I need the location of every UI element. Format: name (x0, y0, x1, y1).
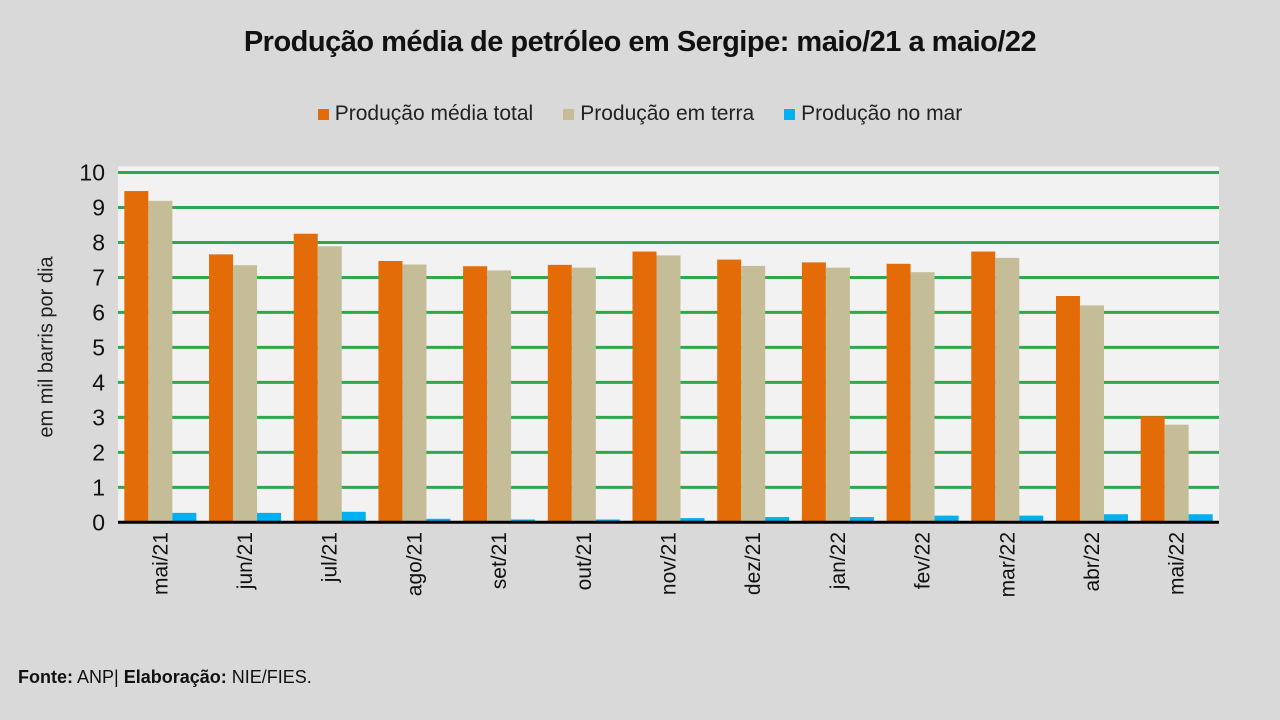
bar-total (293, 233, 318, 523)
bar-total (632, 251, 657, 523)
x-tick-label: ago/21 (403, 532, 426, 596)
source-value: ANP| (77, 667, 119, 687)
x-tick-label: abr/22 (1081, 532, 1104, 592)
credit-label: Elaboração: (123, 667, 227, 687)
source-label: Fonte: (18, 667, 73, 687)
x-tick-label: mar/22 (996, 532, 1019, 597)
legend-label-total: Produção média total (334, 102, 534, 125)
legend-swatch-mar (784, 108, 796, 120)
y-tick-label: 0 (92, 509, 105, 535)
bar-terra (910, 272, 935, 523)
credit-value: NIE/FIES. (231, 667, 312, 687)
y-tick-label: 8 (92, 229, 105, 255)
bar-mar (1019, 515, 1044, 523)
bar-total (971, 251, 996, 523)
x-tick-label: fev/22 (912, 532, 935, 589)
bar-mar (172, 512, 197, 523)
bar-terra (995, 257, 1020, 523)
bar-terra (656, 255, 681, 523)
legend: Produção média total Produção em terra P… (0, 102, 1280, 126)
y-tick-label: 10 (79, 160, 105, 186)
y-tick-label: 5 (92, 334, 105, 360)
legend-item-terra: Produção em terra (563, 102, 754, 126)
bar-terra (317, 246, 342, 523)
y-tick-label: 9 (92, 194, 105, 220)
legend-item-mar: Produção no mar (784, 102, 962, 126)
legend-label-mar: Produção no mar (801, 102, 963, 125)
y-tick-label: 2 (92, 439, 105, 465)
bar-total (463, 266, 488, 523)
chart-title: Produção média de petróleo em Sergipe: m… (243, 26, 1037, 58)
bar-total (124, 191, 149, 523)
bar-mar (257, 512, 282, 523)
bar-total (378, 260, 403, 523)
y-tick-label: 1 (92, 474, 105, 500)
bar-terra (1164, 424, 1189, 523)
x-tick-label: nov/21 (658, 532, 681, 595)
x-tick-label: dez/21 (742, 532, 765, 595)
bar-mar (426, 518, 451, 523)
bar-terra (741, 265, 766, 523)
legend-swatch-total (317, 108, 329, 120)
x-tick-label: set/21 (488, 532, 511, 589)
bar-terra (148, 200, 173, 523)
bar-total (209, 254, 234, 523)
bar-terra (233, 265, 258, 523)
bar-total (801, 262, 826, 523)
x-tick-label: out/21 (573, 532, 596, 590)
bar-terra (571, 267, 596, 523)
footer-source: Fonte: ANP| Elaboração: NIE/FIES. (18, 667, 312, 688)
y-tick-label: 4 (92, 369, 105, 395)
legend-swatch-terra (563, 108, 575, 120)
legend-label-terra: Produção em terra (580, 102, 755, 125)
x-tick-label: jul/21 (319, 532, 342, 583)
bar-mar (341, 511, 366, 523)
x-tick-label: mai/22 (1166, 532, 1189, 595)
y-tick-label: 6 (92, 299, 105, 325)
legend-item-total: Produção média total (317, 102, 534, 126)
bar-terra (402, 264, 427, 523)
bar-mar (934, 515, 959, 523)
y-tick-label: 3 (92, 404, 105, 430)
bar-mar (849, 517, 874, 523)
bar-total (1140, 416, 1165, 523)
x-tick-label: jun/21 (234, 532, 257, 590)
bar-total (717, 259, 742, 523)
bar-terra (487, 270, 512, 523)
y-tick-label: 7 (92, 264, 105, 290)
bar-total (886, 263, 911, 523)
bar-total (1055, 295, 1080, 523)
bar-total (547, 264, 572, 523)
x-tick-label: jan/22 (827, 532, 850, 590)
bar-mar (1188, 514, 1213, 523)
bar-terra (1079, 305, 1104, 523)
bar-terra (825, 267, 850, 523)
bar-mar (680, 518, 705, 523)
x-tick-label: mai/21 (149, 532, 172, 595)
bar-mar (765, 517, 790, 523)
bar-mar (1103, 514, 1128, 523)
